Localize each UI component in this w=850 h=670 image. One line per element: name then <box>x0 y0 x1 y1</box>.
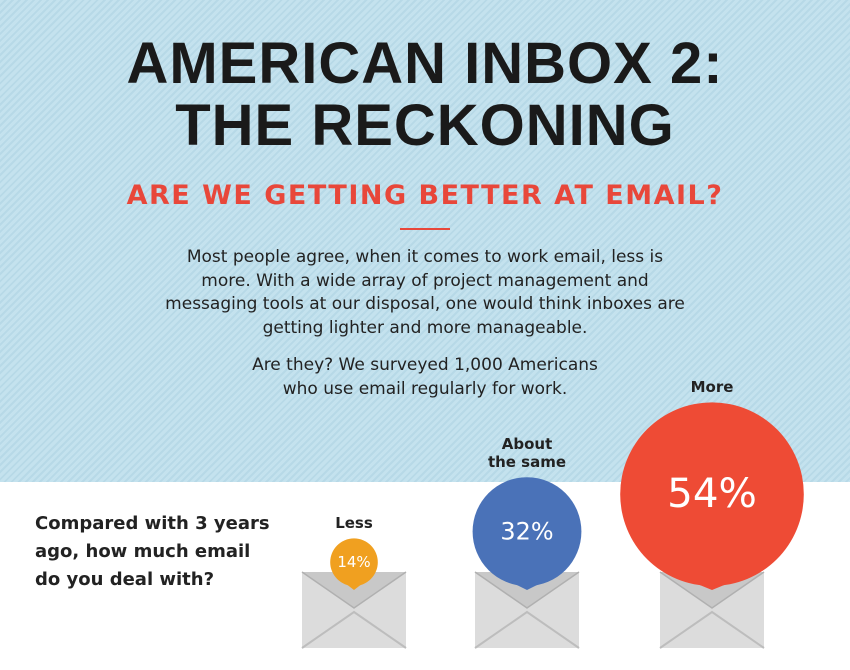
value-label: 54% <box>667 470 757 517</box>
category-label: More <box>690 378 734 397</box>
question: Compared with 3 years ago, how much emai… <box>35 513 270 590</box>
paragraph: Most people agree, when it comes to work… <box>165 247 685 338</box>
bubble <box>620 402 804 586</box>
category-label: Less <box>335 514 373 533</box>
title-line: THE RECKONING <box>175 93 675 158</box>
envelope-fold <box>474 610 580 649</box>
divider <box>400 228 450 230</box>
bubble <box>472 477 582 586</box>
value-label: 32% <box>500 518 553 546</box>
subtitle: ARE WE GETTING BETTER AT EMAIL? <box>126 180 724 211</box>
paragraph: Are they? We surveyed 1,000 Americans wh… <box>252 355 598 399</box>
envelope-fold <box>301 610 407 649</box>
envelope-fold <box>659 610 765 649</box>
title-line: AMERICAN INBOX 2: <box>126 31 724 96</box>
bubble <box>330 538 378 586</box>
striped-background <box>0 0 850 482</box>
category-label: About the same <box>487 435 567 472</box>
value-label: 14% <box>337 553 370 571</box>
